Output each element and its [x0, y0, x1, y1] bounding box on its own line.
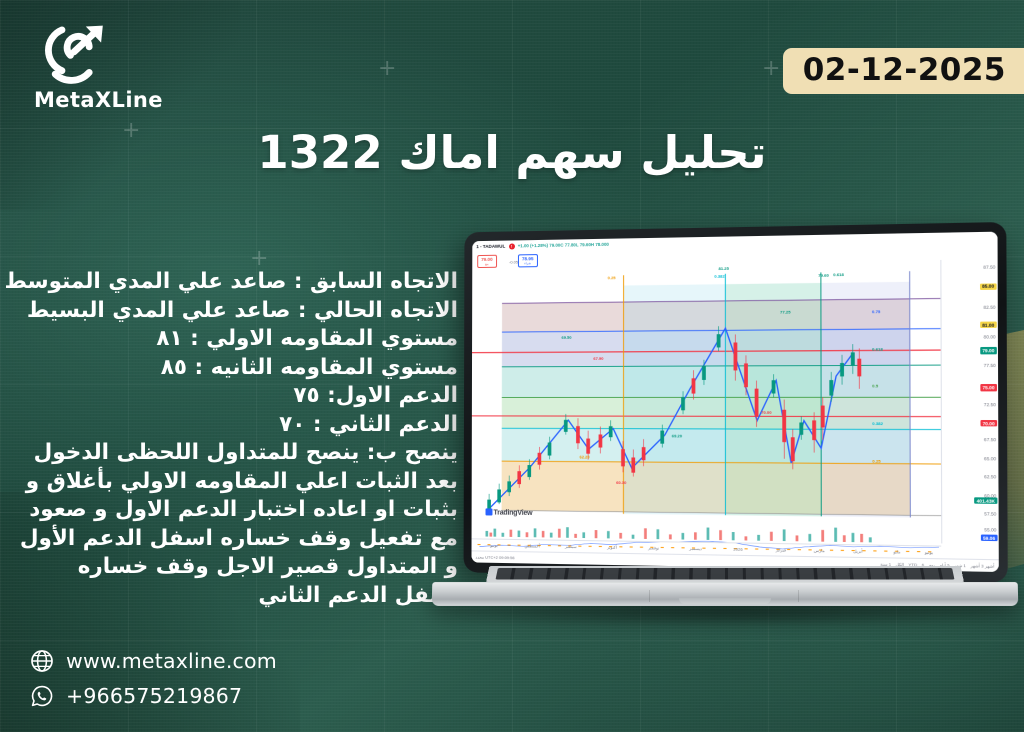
chart-annotation: 67.90 [593, 355, 604, 361]
overview-pill: 59.06 [980, 534, 998, 542]
alert-icon: ! [508, 243, 515, 250]
background-plus-marker: + [250, 246, 269, 271]
chart-plot-area[interactable]: 0.75 0.618 0.5 0.382 0.25 0.25 0.382 0.6… [472, 260, 942, 529]
x-tick: نوفمبر [648, 545, 660, 551]
volume-svg [485, 527, 872, 543]
chart-change: +1.00 (+1.28%) [517, 242, 549, 249]
chart-annotation: 81.25 [718, 265, 729, 272]
footer-phone-row[interactable]: +966575219867 [30, 684, 277, 708]
tradingview-watermark-text: TradingView [493, 509, 533, 518]
volume-panel [472, 520, 942, 543]
date-badge: 02-12-2025 [782, 48, 1024, 94]
footer-website-text: www.metaxline.com [66, 649, 277, 673]
tradingview-chart[interactable]: 1 - TADAWUL ! +1.00 (+1.28%) 79.00C 77.8… [471, 231, 999, 572]
x-tick: أبريل [853, 548, 863, 554]
fib-label: 0.5 [872, 383, 879, 389]
y-tick: 82.50 [983, 304, 996, 311]
analysis-line: الاتجاه السابق : صاعد علي المدي المتوسط [4, 269, 459, 294]
fib-label: 0.618 [872, 346, 883, 352]
chart-symbol[interactable]: 1 - TADAWUL [476, 243, 506, 250]
footer-phone-text: +966575219867 [66, 684, 243, 708]
analysis-panel: الاتجاه السابق : صاعد علي المدي المتوسط … [4, 268, 459, 610]
x-tick: مايو [893, 549, 901, 555]
chart-annotation: 69.20 [671, 433, 683, 439]
y-tick: 57.50 [984, 511, 997, 517]
analysis-recommendation: ينصح ب: ينصح للمتداول اللحظى الدخول بعد … [19, 440, 458, 608]
footer-website-row[interactable]: www.metaxline.com [30, 649, 277, 673]
laptop-trackpad [649, 590, 799, 602]
ask-price-label: شراء [524, 261, 532, 266]
chart-header: 1 - TADAWUL ! +1.00 (+1.28%) 79.00C 77.8… [472, 232, 997, 255]
chart-svg [472, 260, 942, 529]
fib-label: 0.382 [714, 273, 725, 279]
analysis-line: الدعم الثاني : ٧٠ [279, 411, 458, 437]
price-pill: 75.00 [979, 384, 998, 391]
laptop-keyboard [486, 566, 964, 582]
tradingview-logo-icon [485, 508, 493, 516]
chart-annotation: 79.60 [818, 272, 829, 278]
price-pill: 79.00 [979, 347, 997, 354]
y-tick: 72.50 [983, 401, 996, 407]
volume-pill: 401.43K [974, 497, 998, 505]
y-tick: 55.00 [984, 526, 997, 533]
y-tick: 87.50 [983, 264, 996, 271]
chart-annotation: 69.50 [561, 335, 572, 341]
laptop-lid: 1 - TADAWUL ! +1.00 (+1.28%) 79.00C 77.8… [463, 221, 1008, 583]
chart-clock[interactable]: محدد UTC+2 09:09:56 [475, 554, 514, 560]
analysis-line: مستوي المقاومه الاولي : ٨١ [156, 326, 458, 351]
brand-logo: MetaXLine [30, 18, 200, 112]
chart-clock-value: UTC+2 09:09:56 [485, 554, 515, 561]
x-tick: أكتوبر [607, 544, 617, 550]
timeframe-option[interactable]: 3 أشهر [970, 562, 984, 569]
price-axis[interactable]: 87.50 85.00 82.50 81.00 80.00 79.00 77.5… [940, 259, 999, 545]
candlesticks [488, 325, 862, 517]
background-plus-marker: + [762, 56, 781, 81]
fib-label: 0.75 [871, 308, 881, 315]
footer-contact: www.metaxline.com +966575219867 [30, 649, 277, 708]
laptop-mockup: 1 - TADAWUL ! +1.00 (+1.28%) 79.00C 77.8… [424, 221, 1024, 642]
chart-annotation: 70.00 [761, 410, 772, 416]
x-tick: فبراير [775, 547, 787, 553]
y-tick: 65.00 [983, 455, 997, 461]
x-tick: يونيو [490, 542, 498, 548]
chart-annotation: 60.30 [616, 480, 627, 486]
y-tick: 62.50 [984, 474, 997, 480]
globe-icon [31, 650, 53, 672]
chart-clock-label: محدد [475, 554, 485, 560]
keyboard-keys [495, 568, 955, 580]
x-tick: يونيو [924, 549, 934, 555]
analysis-line: الاتجاه الحالي : صاعد علي المدي البسيط [26, 297, 458, 323]
price-pill: 70.00 [980, 419, 998, 427]
metaxline-logo-icon [45, 25, 103, 84]
chart-annotation: 77.25 [779, 309, 791, 316]
analysis-line: الدعم الاول: ٧٥ [293, 383, 458, 408]
bid-price-label: بيع [485, 261, 489, 266]
x-tick: سبتمبر [564, 543, 577, 550]
background-plus-marker: + [122, 118, 141, 143]
x-tick: أغسطس [524, 543, 540, 549]
fib-label: 0.25 [607, 275, 616, 281]
chart-annotation: 62.20 [579, 453, 590, 460]
background-corner-top-left [0, 0, 240, 210]
tradingview-watermark: TradingView [485, 508, 533, 518]
fib-label: 0.382 [872, 420, 884, 427]
x-tick: 2026 [733, 546, 743, 552]
spread-value: -0.05 [508, 259, 519, 265]
chart-ohlc: 79.00C 77.80L 79.60H 78.000 [549, 241, 609, 249]
background-plus-marker: + [378, 56, 397, 81]
x-tick: مارس [813, 547, 825, 554]
y-tick: 67.50 [983, 437, 997, 443]
analysis-line: مستوي المقاومه الثانيه : ٨٥ [160, 354, 458, 380]
price-pill: 85.00 [979, 283, 997, 291]
fib-label: 0.618 [833, 272, 844, 278]
y-tick: 77.50 [983, 362, 996, 369]
price-pill: 81.00 [979, 321, 997, 329]
y-tick: 80.00 [983, 334, 996, 340]
page-title: تحليل سهم اماك 1322 [257, 126, 767, 179]
whatsapp-icon [31, 685, 53, 707]
fib-label: 0.25 [872, 458, 881, 464]
laptop-screen: 1 - TADAWUL ! +1.00 (+1.28%) 79.00C 77.8… [471, 231, 999, 572]
x-tick: ديسمبر [689, 545, 702, 552]
brand-name: MetaXLine [34, 88, 163, 112]
